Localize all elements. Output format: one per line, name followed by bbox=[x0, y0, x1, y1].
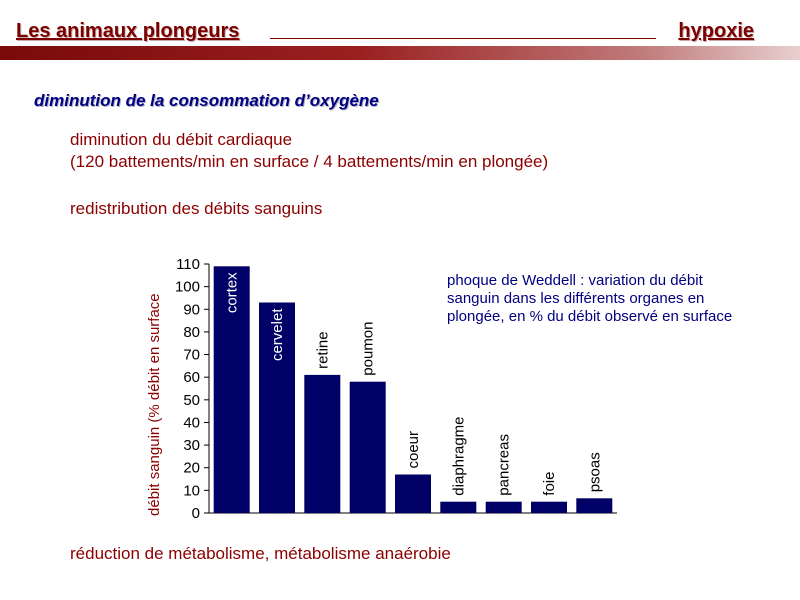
bar-poumon bbox=[349, 381, 386, 513]
bar-label-psoas: psoas bbox=[586, 452, 603, 492]
bar-label-pancreas: pancreas bbox=[496, 434, 513, 496]
bar-label-coeur: coeur bbox=[405, 431, 422, 469]
y-axis-label: débit sanguin (% débit en surface bbox=[146, 293, 163, 516]
y-tick-label: 90 bbox=[183, 301, 200, 318]
y-tick-label: 10 bbox=[183, 482, 200, 499]
bar-foie bbox=[531, 501, 567, 513]
bar-label-cervelet: cervelet bbox=[269, 308, 286, 361]
y-tick-label: 20 bbox=[183, 460, 200, 477]
bar-pancreas bbox=[485, 501, 522, 513]
bar-coeur bbox=[395, 474, 431, 513]
bar-cervelet bbox=[259, 302, 295, 513]
bar-label-cortex: cortex bbox=[224, 272, 241, 313]
bar-diaphragme bbox=[440, 501, 477, 513]
bar-label-diaphragme: diaphragme bbox=[450, 416, 467, 495]
bar-label-poumon: poumon bbox=[360, 321, 377, 375]
text-line-4: réduction de métabolisme, métabolisme an… bbox=[70, 544, 451, 563]
header-title: Les animaux plongeurs bbox=[16, 20, 240, 42]
y-tick-label: 80 bbox=[183, 324, 200, 341]
y-tick-label: 70 bbox=[183, 347, 200, 364]
y-tick-label: 40 bbox=[183, 414, 200, 431]
y-tick-label: 100 bbox=[175, 279, 200, 296]
y-tick-label: 110 bbox=[176, 256, 200, 273]
bar-labels: cortex cervelet retine poumon coeur diaphragm… bbox=[224, 272, 604, 496]
text-line-2: (120 battements/min en surface / 4 batte… bbox=[70, 152, 549, 171]
y-tick-label: 0 bbox=[192, 505, 200, 522]
header-topic: hypoxie bbox=[678, 20, 754, 42]
header-underline bbox=[270, 38, 656, 39]
slide-subtitle: diminution de la consommation d’oxygène bbox=[34, 91, 379, 110]
bar-cortex bbox=[213, 266, 250, 513]
text-line-1: diminution du débit cardiaque bbox=[70, 130, 293, 149]
y-axis: 0 10 20 30 40 50 60 70 80 90 100 110 bbox=[175, 256, 210, 522]
text-line-3: redistribution des débits sanguins bbox=[70, 199, 323, 218]
header-band bbox=[0, 46, 800, 60]
bars bbox=[213, 266, 613, 513]
y-tick-label: 60 bbox=[183, 369, 200, 386]
y-tick-label: 30 bbox=[183, 437, 200, 454]
bar-label-retine: retine bbox=[314, 331, 331, 369]
chart-annotation: phoque de Weddell : variation du débit s… bbox=[447, 272, 733, 325]
bar-label-foie: foie bbox=[541, 472, 558, 496]
y-ticks: 0 10 20 30 40 50 60 70 80 90 100 110 bbox=[175, 256, 209, 522]
y-tick-label: 50 bbox=[183, 392, 200, 409]
bar-retine bbox=[304, 374, 341, 513]
bar-psoas bbox=[576, 498, 613, 513]
